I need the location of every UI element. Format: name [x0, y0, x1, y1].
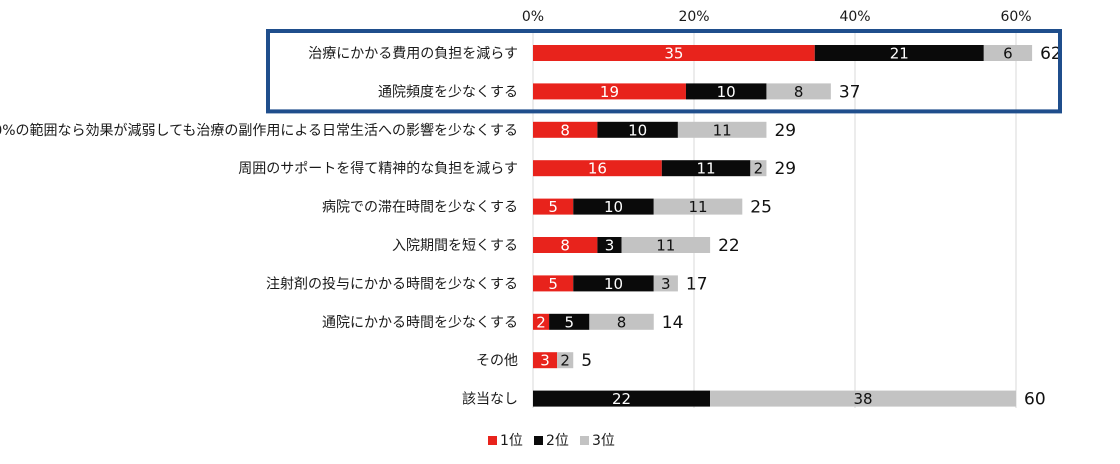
- bar-segment: [533, 45, 815, 61]
- bar-segment: [533, 237, 598, 253]
- data-label: 21: [890, 45, 909, 63]
- data-label: 19: [600, 83, 619, 101]
- data-label: 16: [588, 160, 607, 178]
- bar-segment: [653, 275, 678, 292]
- data-label: 6: [1003, 45, 1013, 63]
- bar-segment: [533, 121, 598, 138]
- bar-segment: [573, 275, 654, 292]
- bar-segment: [661, 160, 751, 177]
- legend-swatch: [488, 436, 497, 445]
- data-label: 5: [548, 275, 558, 293]
- bar-segment: [533, 275, 574, 292]
- x-tick-label: 20%: [678, 9, 709, 25]
- category-label: 通院頻度を少なくする: [378, 84, 518, 100]
- bar-segment: [750, 160, 767, 177]
- data-label: 35: [664, 45, 683, 63]
- category-label: 周囲のサポートを得て精神的な負担を減らす: [238, 160, 518, 177]
- legend-swatch: [534, 436, 543, 445]
- data-label: 11: [656, 237, 675, 255]
- total-label: 29: [774, 121, 796, 141]
- data-label: 10: [717, 83, 736, 101]
- bar-segment: [557, 352, 574, 369]
- bar-segment: [549, 313, 590, 330]
- highlight-box: [266, 29, 1062, 114]
- data-label: 10: [604, 275, 623, 293]
- category-label: 通院にかかる時間を少なくする: [322, 315, 518, 331]
- data-label: 3: [661, 275, 671, 293]
- bar-segment: [533, 313, 550, 330]
- legend-label: 2位: [546, 433, 569, 449]
- total-label: 62: [1040, 44, 1062, 64]
- bar-segment: [597, 237, 622, 253]
- data-label: 11: [713, 121, 732, 139]
- data-label: 8: [560, 237, 570, 255]
- data-label: 8: [617, 313, 627, 331]
- data-label: 10: [604, 198, 623, 216]
- x-tick-label: 0%: [522, 9, 544, 25]
- total-label: 37: [839, 82, 861, 102]
- bar-segment: [589, 313, 654, 330]
- bar-segment: [533, 160, 662, 177]
- bar-segment: [983, 45, 1033, 61]
- bar-segment: [677, 121, 767, 138]
- bar-segment: [766, 83, 831, 100]
- bar-segment: [597, 121, 678, 138]
- data-label: 22: [612, 390, 631, 408]
- data-label: 8: [560, 121, 570, 139]
- bar-segment: [533, 198, 574, 215]
- bar-segment: [685, 83, 767, 100]
- bar-segment: [573, 198, 654, 215]
- x-tick-label: 60%: [1000, 9, 1031, 25]
- legend-label: 3位: [592, 433, 615, 449]
- data-label: 5: [564, 313, 574, 331]
- total-label: 60: [1024, 390, 1046, 410]
- data-label: 11: [697, 160, 716, 178]
- data-label: 11: [688, 198, 707, 216]
- category-label: 入院期間を短くする: [392, 238, 518, 254]
- data-label: 8: [794, 83, 804, 101]
- bar-segment: [621, 237, 711, 253]
- data-label: 10: [628, 121, 647, 139]
- bar-segment: [653, 198, 743, 215]
- bar-segment: [533, 83, 686, 100]
- category-label: 該当なし: [462, 392, 518, 408]
- total-label: 17: [686, 274, 708, 294]
- total-label: 29: [774, 159, 796, 179]
- total-label: 25: [750, 198, 772, 218]
- legend-swatch: [580, 436, 589, 445]
- category-label: その他: [476, 353, 518, 369]
- legend-label: 1位: [500, 433, 523, 449]
- data-label: 5: [548, 198, 558, 216]
- bar-segment: [533, 352, 558, 369]
- bar-segment: [814, 45, 984, 61]
- data-label: 2: [560, 352, 570, 370]
- category-label: 治療にかかる費用の負担を減らす: [308, 45, 518, 62]
- data-label: 38: [854, 390, 873, 408]
- data-label: 2: [536, 313, 546, 331]
- data-label: 2: [754, 160, 764, 178]
- data-label: 3: [605, 237, 615, 255]
- data-label: 3: [540, 352, 550, 370]
- total-label: 5: [581, 351, 592, 371]
- category-label: 注射剤の投与にかかる時間を少なくする: [266, 276, 518, 292]
- bar-segment: [533, 390, 711, 407]
- total-label: 22: [718, 236, 740, 256]
- bar-segment: [710, 390, 1016, 407]
- category-label: 10%の範囲なら効果が減弱しても治療の副作用による日常生活への影響を少なくする: [0, 122, 518, 139]
- category-label: 病院での滞在時間を少なくする: [322, 200, 518, 216]
- total-label: 14: [662, 313, 684, 333]
- x-tick-label: 40%: [839, 9, 870, 25]
